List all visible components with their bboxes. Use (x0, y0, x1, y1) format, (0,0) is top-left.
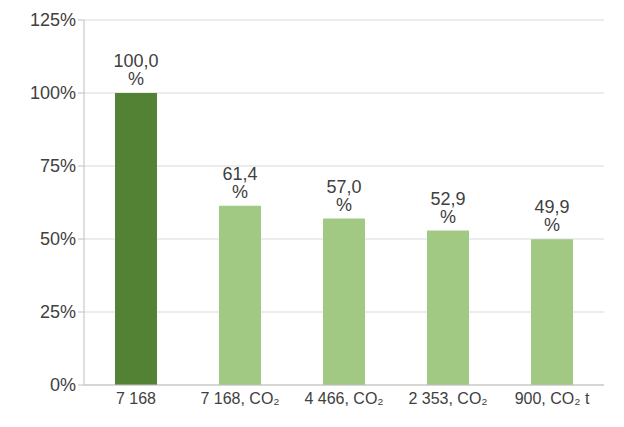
svg-text:61,4%: 61,4% (222, 164, 257, 202)
svg-text:50%: 50% (40, 229, 76, 249)
svg-text:2 353, CO₂: 2 353, CO₂ (408, 390, 487, 407)
svg-text:100,0%: 100,0% (113, 51, 158, 89)
svg-text:7 168: 7 168 (116, 390, 156, 407)
svg-text:0%: 0% (50, 375, 76, 395)
svg-text:100%: 100% (30, 83, 76, 103)
svg-text:125%: 125% (30, 10, 76, 30)
svg-text:52,9%: 52,9% (430, 189, 465, 227)
svg-text:75%: 75% (40, 156, 76, 176)
svg-text:7 168, CO₂: 7 168, CO₂ (200, 390, 279, 407)
svg-text:57,0%: 57,0% (326, 177, 361, 215)
svg-text:49,9%: 49,9% (534, 197, 569, 235)
svg-text:25%: 25% (40, 302, 76, 322)
svg-text:4 466, CO₂: 4 466, CO₂ (304, 390, 383, 407)
svg-text:900, CO₂ t: 900, CO₂ t (515, 390, 590, 407)
